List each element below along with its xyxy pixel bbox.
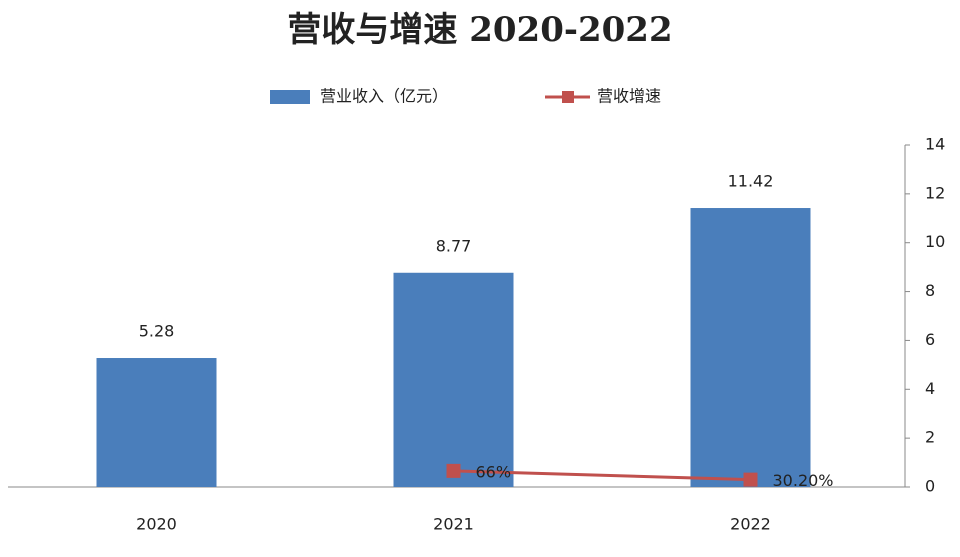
y-tick-label: 6 bbox=[925, 330, 935, 349]
bar-value-label: 8.77 bbox=[436, 236, 472, 255]
bar-value-label: 5.28 bbox=[139, 322, 175, 341]
chart-title: 营收与增速 2020-2022 bbox=[287, 10, 672, 50]
growth-value-label: 30.20% bbox=[773, 471, 834, 490]
legend-swatch bbox=[270, 90, 310, 104]
x-tick-label: 2022 bbox=[730, 515, 771, 534]
growth-marker bbox=[743, 472, 758, 487]
bar bbox=[96, 358, 217, 487]
legend-marker bbox=[562, 91, 574, 103]
y-tick-label: 12 bbox=[925, 183, 945, 202]
y-tick-label: 0 bbox=[925, 477, 935, 496]
growth-value-label: 66% bbox=[476, 462, 512, 481]
x-tick-label: 2020 bbox=[136, 515, 177, 534]
growth-marker bbox=[446, 463, 461, 478]
bar-value-label: 11.42 bbox=[728, 172, 774, 191]
y-tick-label: 14 bbox=[925, 135, 945, 154]
y-tick-label: 2 bbox=[925, 428, 935, 447]
bar bbox=[690, 208, 811, 488]
legend-label: 营业收入（亿元） bbox=[320, 87, 448, 106]
x-tick-label: 2021 bbox=[433, 515, 474, 534]
growth-line bbox=[453, 469, 751, 482]
y-tick-label: 4 bbox=[925, 379, 935, 398]
legend-label: 营收增速 bbox=[597, 87, 661, 106]
y-tick-label: 8 bbox=[925, 281, 935, 300]
y-tick-label: 10 bbox=[925, 232, 945, 251]
bar bbox=[393, 272, 514, 487]
